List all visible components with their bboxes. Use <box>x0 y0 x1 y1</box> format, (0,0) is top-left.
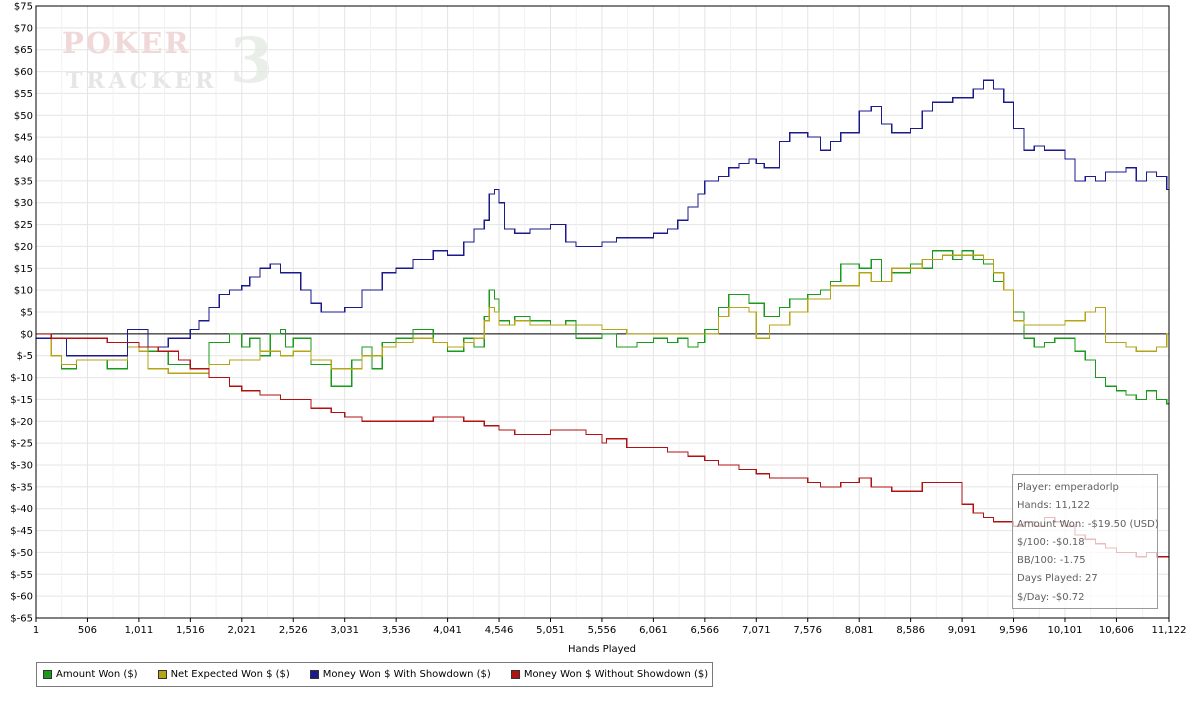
y-tick-label: $30 <box>14 198 33 209</box>
stat-days-played: Days Played: 27 <box>1017 573 1098 585</box>
y-tick-label: $60 <box>14 67 33 78</box>
x-tick-label: 1,011 <box>125 625 154 636</box>
legend-item-amount-won[interactable]: Amount Won ($) <box>43 669 138 680</box>
x-tick-label: 7,576 <box>793 625 822 636</box>
y-tick-label: $65 <box>14 45 33 56</box>
y-tick-label: $-65 <box>10 614 33 625</box>
legend-swatch <box>309 670 319 679</box>
y-tick-label: $-40 <box>10 504 33 515</box>
x-tick-label: 506 <box>78 625 97 636</box>
y-tick-label: $-35 <box>10 482 33 493</box>
x-tick-label: 7,071 <box>742 625 771 636</box>
y-tick-label: $5 <box>20 308 33 319</box>
chart-grid <box>35 5 1170 619</box>
legend-label: Money Won $ Without Showdown ($) <box>523 669 709 680</box>
y-tick-label: $-60 <box>10 592 33 603</box>
y-tick-label: $35 <box>14 176 33 187</box>
stat-hands: Hands: 11,122 <box>1017 500 1091 512</box>
series-line <box>36 79 1170 357</box>
stat-per-100: $/100: -$0.18 <box>1017 536 1085 548</box>
x-axis-ticks: 1 506 1,011 1,516 2,021 2,526 3,031 3,536 4,041 4… <box>33 618 1187 636</box>
y-tick-label: $-25 <box>10 439 33 450</box>
series-line <box>36 250 1170 420</box>
y-tick-label: $20 <box>14 242 33 253</box>
y-tick-label: $-15 <box>10 395 33 406</box>
x-tick-label: 5,556 <box>588 625 617 636</box>
x-tick-label: 4,546 <box>485 625 514 636</box>
stat-bb-100: BB/100: -1.75 <box>1017 555 1086 567</box>
y-tick-label: $-45 <box>10 526 33 537</box>
legend-item-net-expected[interactable]: Net Expected Won $ ($) <box>157 669 290 680</box>
legend-label: Net Expected Won $ ($) <box>170 669 290 680</box>
y-tick-label: $0 <box>20 329 33 340</box>
chart-legend: Amount Won ($) Net Expected Won $ ($) Mo… <box>36 662 713 687</box>
legend-item-without-showdown[interactable]: Money Won $ Without Showdown ($) <box>510 669 709 680</box>
y-tick-label: $75 <box>14 2 33 13</box>
y-tick-label: $15 <box>14 264 33 275</box>
x-tick-label: 11,122 <box>1152 625 1187 636</box>
y-tick-label: $-5 <box>17 351 33 362</box>
y-tick-label: $55 <box>14 89 33 100</box>
x-tick-label: 2,021 <box>227 625 256 636</box>
x-tick-label: 1 <box>33 625 39 636</box>
y-tick-label: $10 <box>14 286 33 297</box>
player-stats-box: Player: emperadorlp Hands: 11,122 Amount… <box>1012 474 1159 609</box>
legend-label: Money Won $ With Showdown ($) <box>322 669 491 680</box>
legend-swatch <box>510 670 520 679</box>
x-tick-label: 6,061 <box>639 625 668 636</box>
x-tick-label: 3,536 <box>382 625 411 636</box>
x-tick-label: 6,566 <box>691 625 720 636</box>
plot-frame <box>35 5 1170 619</box>
x-tick-label: 10,101 <box>1047 625 1082 636</box>
y-tick-label: $-50 <box>10 548 33 559</box>
y-tick-label: $-30 <box>10 461 33 472</box>
y-tick-label: $25 <box>14 220 33 231</box>
legend-label: Amount Won ($) <box>56 669 138 680</box>
x-tick-label: 2,526 <box>279 625 308 636</box>
y-tick-label: $-55 <box>10 570 33 581</box>
x-axis-title: Hands Played <box>568 644 636 655</box>
y-tick-label: $40 <box>14 155 33 166</box>
legend-swatch <box>157 670 167 679</box>
bankroll-chart: $75 $70 $65 $60 $55 $50 $45 $40 $35 $30 $25 $20 $15 $… <box>10 2 1187 656</box>
x-tick-label: 8,081 <box>845 625 874 636</box>
x-tick-label: 9,091 <box>948 625 977 636</box>
x-tick-label: 10,606 <box>1099 625 1134 636</box>
x-tick-label: 5,051 <box>536 625 565 636</box>
x-tick-label: 8,586 <box>896 625 925 636</box>
y-axis-ticks: $75 $70 $65 $60 $55 $50 $45 $40 $35 $30 $25 $20 $15 $… <box>10 2 33 625</box>
chart-series <box>36 79 1170 558</box>
x-tick-label: 1,516 <box>176 625 205 636</box>
y-tick-label: $-10 <box>10 373 33 384</box>
x-tick-label: 4,041 <box>433 625 462 636</box>
legend-item-with-showdown[interactable]: Money Won $ With Showdown ($) <box>309 669 491 680</box>
x-tick-label: 3,031 <box>330 625 359 636</box>
y-tick-label: $70 <box>14 23 33 34</box>
plot-border <box>35 5 1170 619</box>
stat-player: Player: emperadorlp <box>1017 482 1119 493</box>
stat-amount-won: Amount Won: -$19.50 (USD) <box>1017 518 1159 530</box>
stat-per-day: $/Day: -$0.72 <box>1017 591 1085 603</box>
series-line <box>36 254 1170 374</box>
y-tick-label: $50 <box>14 111 33 122</box>
legend-swatch <box>43 670 52 679</box>
x-tick-label: 9,596 <box>999 625 1028 636</box>
y-tick-label: $-20 <box>10 417 33 428</box>
y-tick-label: $45 <box>14 133 33 144</box>
series-line <box>36 333 1169 558</box>
